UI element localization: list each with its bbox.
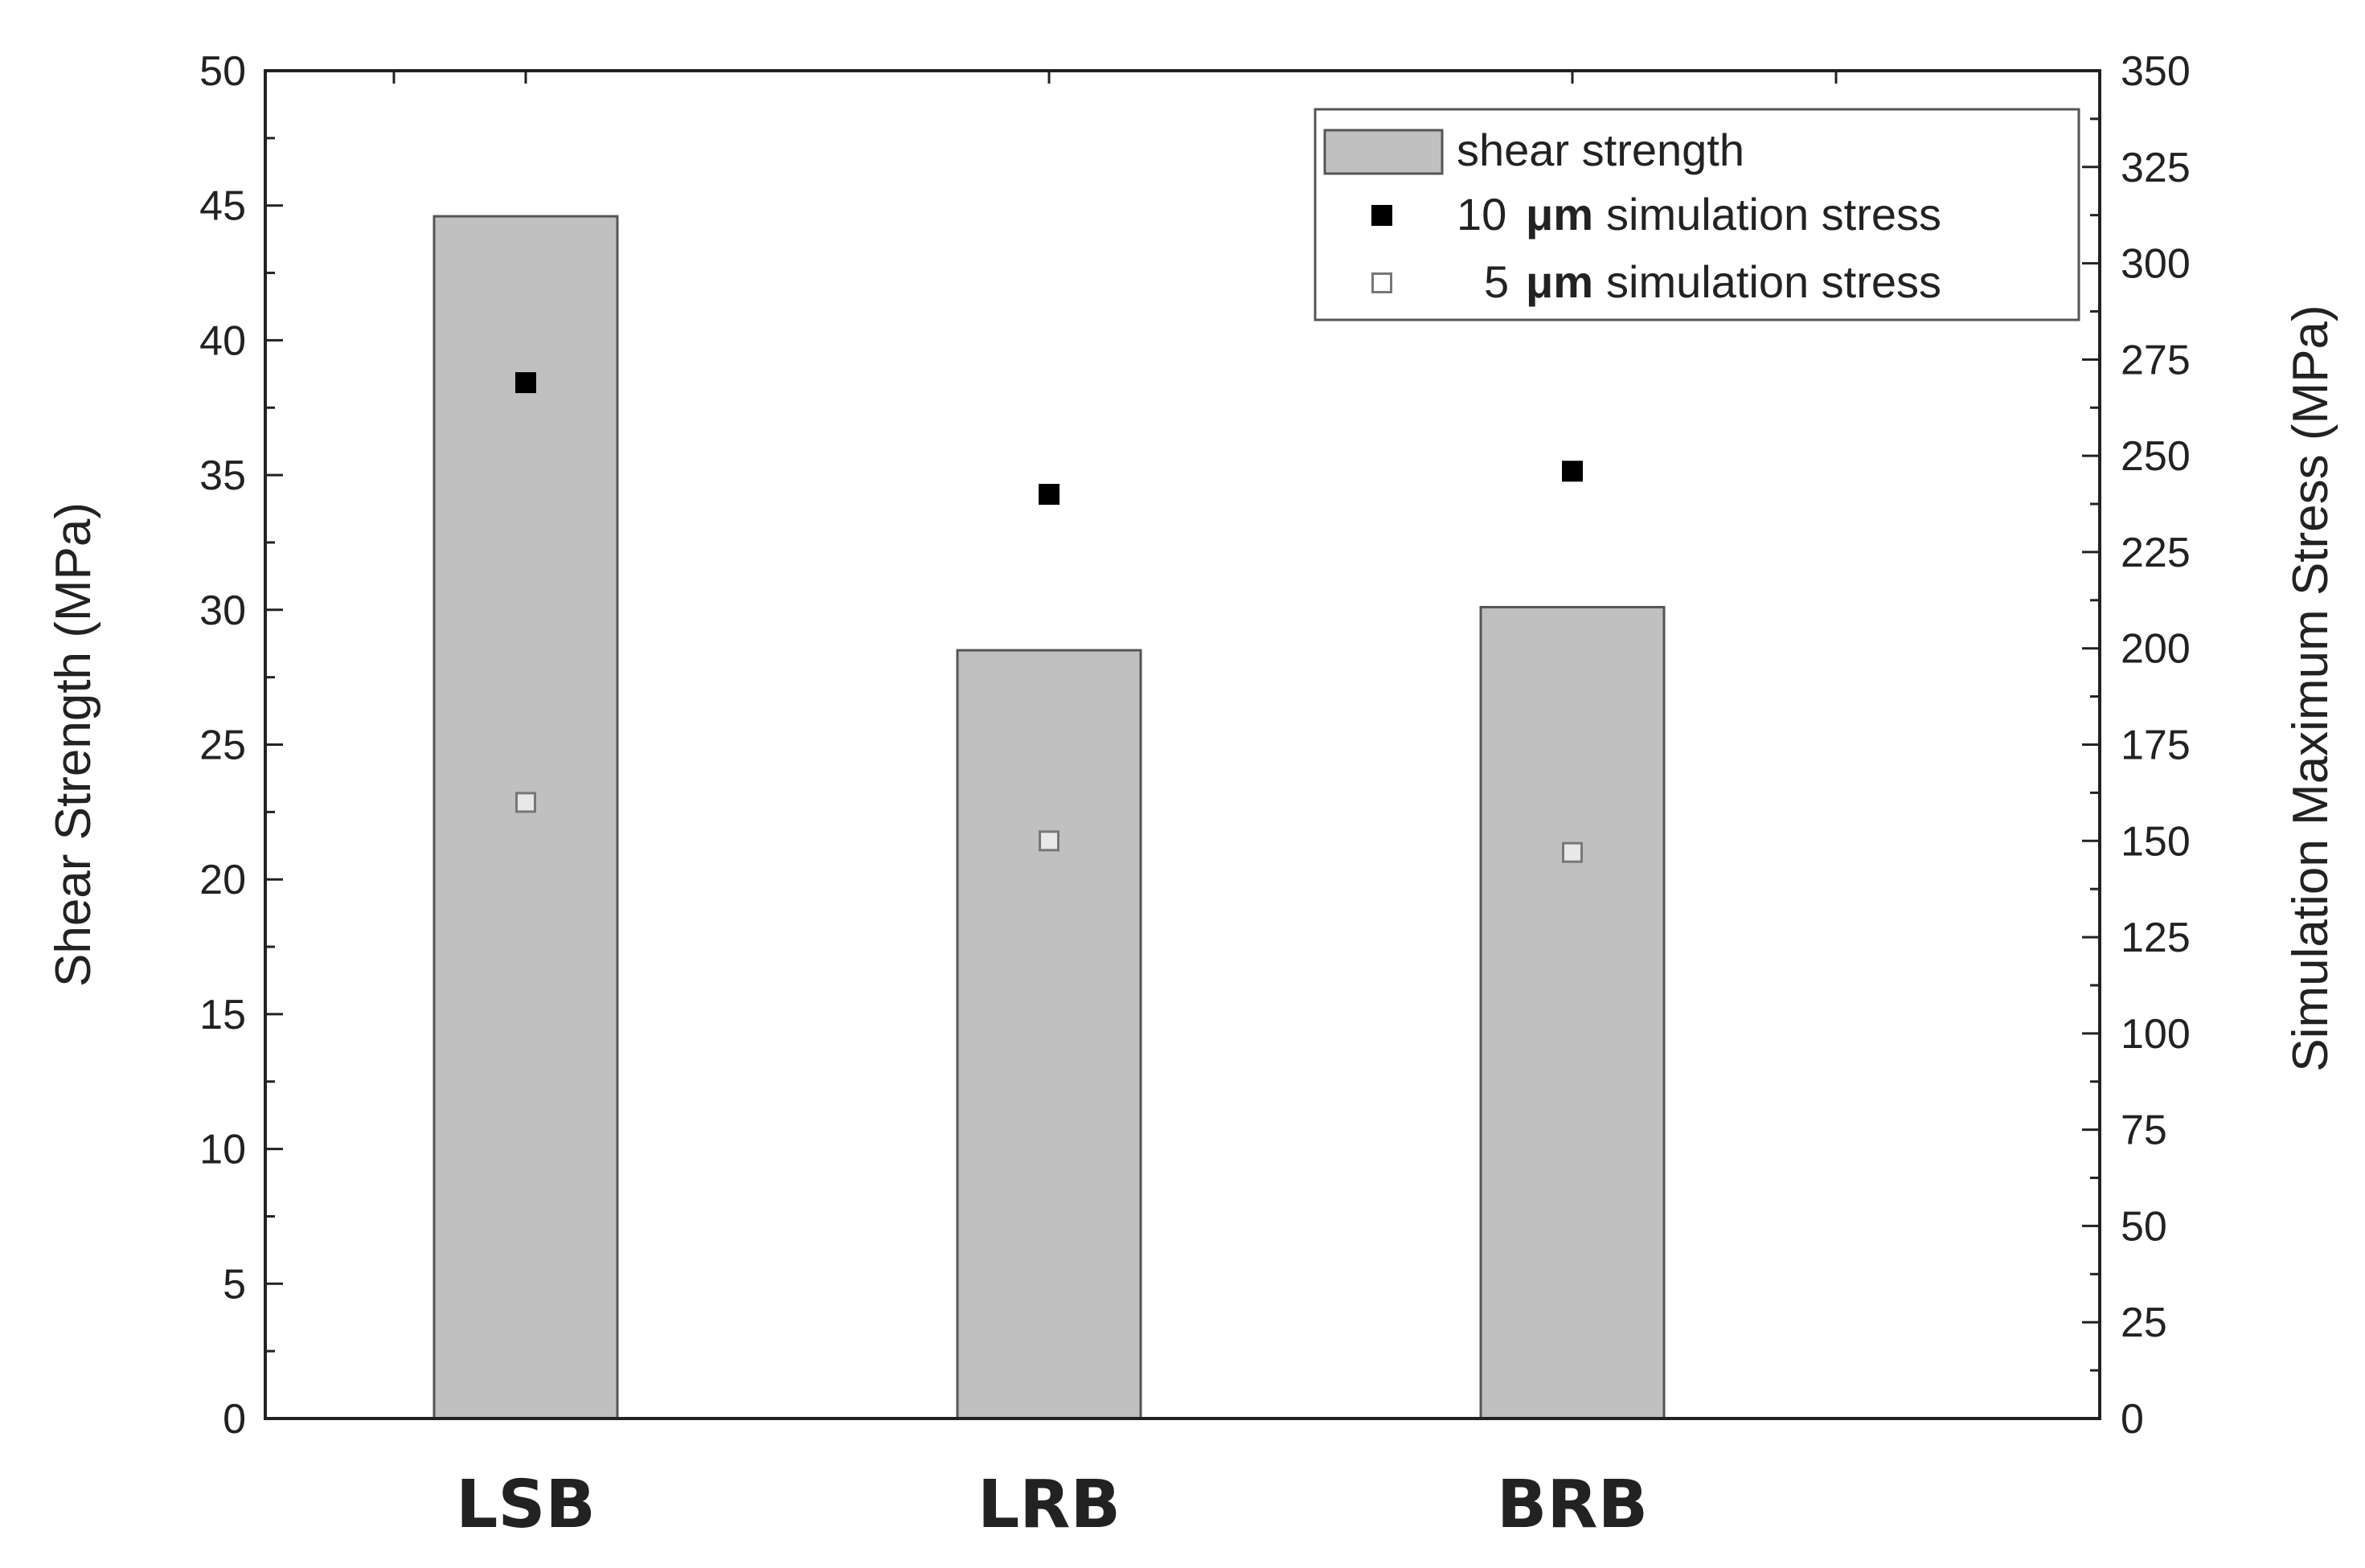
marker-10um-lsb — [515, 372, 536, 394]
marker-5um-lrb — [1039, 830, 1060, 852]
left-axis-title: Shear Strength (MPa) — [46, 502, 101, 987]
left-tick-label: 25 — [199, 723, 246, 769]
axes-layer: 0 5 10 15 20 25 30 35 40 45 50 0 25 50 75 100 125 150 175 2… — [46, 48, 2338, 1543]
right-tick-label: 275 — [2121, 337, 2191, 383]
right-tick-label: 300 — [2121, 241, 2191, 288]
right-axis-title: Simulation Maximum Stress (MPa) — [2283, 305, 2338, 1071]
left-tick-label: 50 — [199, 48, 246, 95]
marker-5um-lsb — [515, 792, 536, 813]
left-tick-label: 10 — [199, 1127, 246, 1173]
x-category-label: LRB — [978, 1467, 1121, 1543]
left-tick-label: 45 — [199, 183, 246, 230]
legend-swatch-5um — [1371, 272, 1392, 293]
bar-brb — [1479, 605, 1666, 1420]
right-tick-label: 125 — [2121, 915, 2191, 961]
right-tick-label: 175 — [2121, 723, 2191, 769]
legend-swatch-shear-strength — [1323, 129, 1444, 175]
legend-unit-10um: μm — [1526, 189, 1593, 239]
legend-label-10um: simulation stress — [1606, 189, 1941, 239]
left-tick-label: 35 — [199, 452, 246, 499]
bar-lsb — [432, 215, 619, 1420]
right-tick-label: 75 — [2121, 1107, 2167, 1154]
legend-prefix-5um: 5 — [1484, 256, 1509, 307]
marker-5um-brb — [1562, 841, 1583, 863]
bar-lrb — [956, 649, 1142, 1420]
legend-label-5um: simulation stress — [1606, 256, 1941, 307]
left-tick-label: 15 — [199, 992, 246, 1038]
x-category-label: BRB — [1497, 1467, 1648, 1543]
left-tick-label: 0 — [223, 1396, 246, 1443]
right-tick-label: 25 — [2121, 1300, 2167, 1346]
right-tick-label: 250 — [2121, 433, 2191, 480]
right-tick-label: 50 — [2121, 1203, 2167, 1250]
legend-box — [1314, 108, 2080, 321]
marker-10um-lrb — [1039, 484, 1060, 506]
x-category-label: LSB — [456, 1467, 596, 1543]
right-tick-label: 325 — [2121, 145, 2191, 191]
right-tick-label: 225 — [2121, 530, 2191, 576]
left-tick-label: 30 — [199, 587, 246, 634]
legend-label-shear-strength: shear strength — [1457, 125, 1744, 175]
left-tick-label: 40 — [199, 317, 246, 364]
markers-layer — [515, 372, 1583, 863]
right-tick-label: 150 — [2121, 818, 2191, 865]
legend-swatch-10um — [1371, 205, 1392, 226]
right-tick-label: 0 — [2121, 1396, 2144, 1443]
legend: shear strength 10 μm simulation stress 5 μm si… — [1314, 108, 2080, 321]
right-tick-label: 350 — [2121, 48, 2191, 95]
bars-layer — [432, 215, 1666, 1420]
right-tick-label: 100 — [2121, 1011, 2191, 1058]
marker-10um-brb — [1562, 461, 1583, 482]
left-tick-label: 5 — [223, 1261, 246, 1308]
left-tick-label: 20 — [199, 857, 246, 903]
legend-unit-5um: μm — [1526, 256, 1593, 307]
legend-prefix-10um: 10 — [1457, 189, 1506, 239]
right-tick-label: 200 — [2121, 626, 2191, 673]
